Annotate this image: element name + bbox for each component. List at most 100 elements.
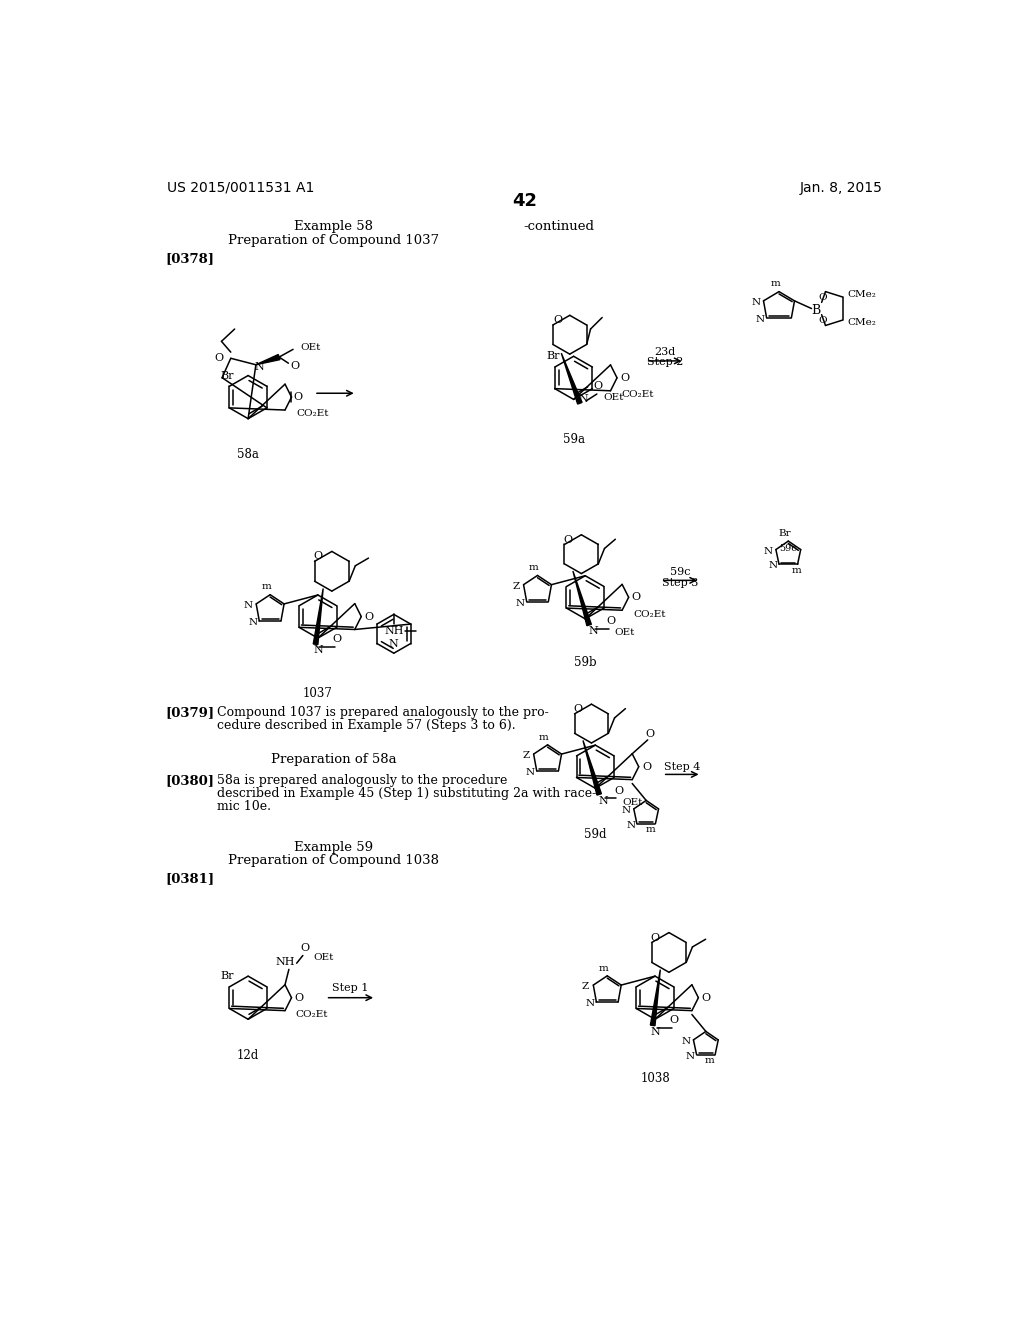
Text: 1038: 1038 xyxy=(640,1072,670,1085)
Text: N: N xyxy=(650,1027,659,1036)
Text: Step 3: Step 3 xyxy=(663,578,698,589)
Text: [0379]: [0379] xyxy=(165,706,214,719)
Polygon shape xyxy=(313,589,324,644)
Text: m: m xyxy=(770,280,780,288)
Text: [0381]: [0381] xyxy=(165,871,214,884)
Text: N: N xyxy=(752,298,760,306)
Text: Br: Br xyxy=(221,972,234,981)
Text: CO₂Et: CO₂Et xyxy=(297,409,329,418)
Text: 58a is prepared analogously to the procedure: 58a is prepared analogously to the proce… xyxy=(217,774,508,787)
Text: Z: Z xyxy=(522,751,529,760)
Text: Br: Br xyxy=(778,529,791,537)
Text: Jan. 8, 2015: Jan. 8, 2015 xyxy=(800,181,883,194)
Text: O: O xyxy=(214,354,223,363)
Text: OEt: OEt xyxy=(300,343,321,352)
Text: O: O xyxy=(290,362,299,371)
Text: N: N xyxy=(756,315,765,323)
Text: O: O xyxy=(295,993,304,1003)
Text: N: N xyxy=(313,645,323,656)
Text: CO₂Et: CO₂Et xyxy=(622,391,654,399)
Text: O: O xyxy=(594,381,603,391)
Polygon shape xyxy=(561,354,582,404)
Text: N: N xyxy=(626,821,635,829)
Text: m: m xyxy=(261,582,271,591)
Text: 59a: 59a xyxy=(562,433,585,446)
Text: N: N xyxy=(764,546,773,556)
Text: O: O xyxy=(332,634,341,644)
Text: Example 58: Example 58 xyxy=(294,219,373,232)
Text: O: O xyxy=(701,993,711,1003)
Text: N: N xyxy=(586,999,595,1008)
Text: Example 59: Example 59 xyxy=(294,841,373,854)
Polygon shape xyxy=(572,572,591,626)
Text: O: O xyxy=(818,317,826,325)
Text: 59b: 59b xyxy=(573,656,597,669)
Text: NH: NH xyxy=(384,626,403,636)
Text: -continued: -continued xyxy=(523,219,594,232)
Text: OEt: OEt xyxy=(313,953,334,962)
Text: O: O xyxy=(365,611,374,622)
Text: Z: Z xyxy=(512,582,519,591)
Text: US 2015/0011531 A1: US 2015/0011531 A1 xyxy=(167,181,314,194)
Text: O: O xyxy=(573,704,583,714)
Text: O: O xyxy=(642,762,651,772)
Text: 1037: 1037 xyxy=(303,686,333,700)
Text: OEt: OEt xyxy=(623,797,643,807)
Text: N: N xyxy=(681,1038,690,1045)
Polygon shape xyxy=(650,970,660,1026)
Text: m: m xyxy=(645,825,655,834)
Text: cedure described in Example 57 (Steps 3 to 6).: cedure described in Example 57 (Steps 3 … xyxy=(217,719,516,733)
Text: OEt: OEt xyxy=(614,628,635,638)
Text: m: m xyxy=(528,564,539,573)
Text: O: O xyxy=(313,552,323,561)
Text: Preparation of Compound 1037: Preparation of Compound 1037 xyxy=(227,234,439,247)
Text: 59c: 59c xyxy=(671,566,691,577)
Text: O: O xyxy=(614,785,624,796)
Polygon shape xyxy=(583,741,601,795)
Text: m: m xyxy=(598,964,608,973)
Text: 59d: 59d xyxy=(584,828,606,841)
Text: N: N xyxy=(255,362,264,372)
Text: [0378]: [0378] xyxy=(165,252,214,265)
Text: 59c: 59c xyxy=(779,544,797,553)
Text: O: O xyxy=(669,1015,678,1026)
Text: Br: Br xyxy=(221,371,234,380)
Text: CMe₂: CMe₂ xyxy=(847,290,877,300)
Text: Br: Br xyxy=(546,351,560,362)
Text: Step 1: Step 1 xyxy=(332,983,369,994)
Text: O: O xyxy=(650,932,659,942)
Text: O: O xyxy=(645,729,654,739)
Text: B: B xyxy=(812,304,821,317)
Text: CMe₂: CMe₂ xyxy=(847,318,877,327)
Text: m: m xyxy=(792,566,801,574)
Text: OEt: OEt xyxy=(603,393,624,403)
Text: Z: Z xyxy=(582,982,589,991)
Text: N: N xyxy=(249,618,258,627)
Text: NH: NH xyxy=(275,957,295,966)
Text: N: N xyxy=(516,599,525,607)
Text: CO₂Et: CO₂Et xyxy=(633,610,666,619)
Text: N: N xyxy=(389,639,398,649)
Text: described in Example 45 (Step 1) substituting 2a with race-: described in Example 45 (Step 1) substit… xyxy=(217,787,596,800)
Text: Preparation of Compound 1038: Preparation of Compound 1038 xyxy=(228,854,439,867)
Text: CO₂Et: CO₂Et xyxy=(296,1010,329,1019)
Text: mic 10e.: mic 10e. xyxy=(217,800,271,813)
Text: N: N xyxy=(526,768,536,777)
Text: Preparation of 58a: Preparation of 58a xyxy=(270,752,396,766)
Text: Compound 1037 is prepared analogously to the pro-: Compound 1037 is prepared analogously to… xyxy=(217,706,549,719)
Text: N: N xyxy=(244,601,253,610)
Text: N: N xyxy=(598,796,608,805)
Text: N: N xyxy=(622,807,631,814)
Polygon shape xyxy=(256,355,280,364)
Text: O: O xyxy=(632,593,641,602)
Text: 58a: 58a xyxy=(238,449,259,462)
Text: 23d: 23d xyxy=(654,347,676,358)
Text: N: N xyxy=(588,626,598,636)
Text: N: N xyxy=(579,395,589,404)
Text: Step 4: Step 4 xyxy=(664,762,700,772)
Text: 42: 42 xyxy=(512,191,538,210)
Text: O: O xyxy=(621,372,630,383)
Text: m: m xyxy=(705,1056,715,1065)
Text: N: N xyxy=(768,561,777,570)
Text: 12d: 12d xyxy=(237,1049,259,1063)
